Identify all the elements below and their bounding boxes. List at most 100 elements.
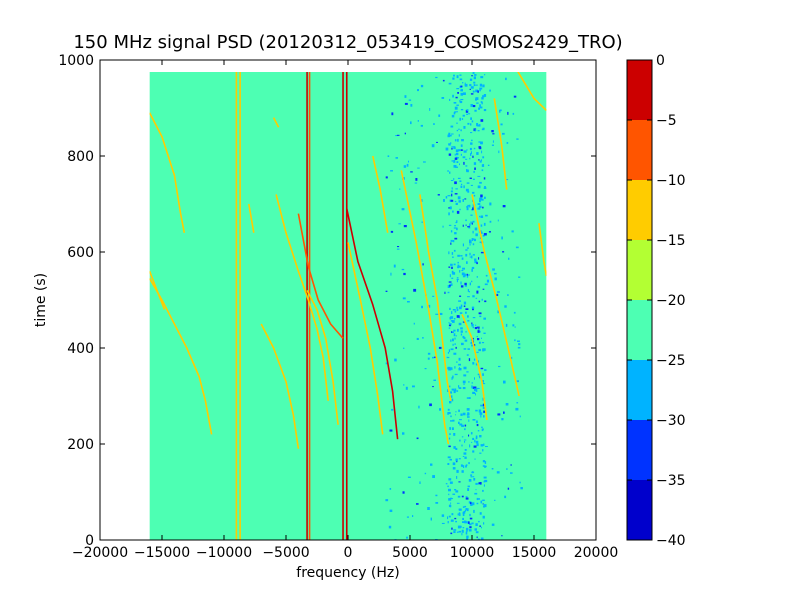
heatmap-background	[149, 72, 547, 540]
noise-speckle	[475, 531, 479, 534]
noise-speckle	[519, 415, 521, 418]
noise-speckle	[474, 260, 478, 264]
y-tick-label: 1000	[58, 53, 94, 69]
noise-speckle	[485, 465, 487, 468]
noise-speckle	[456, 390, 459, 392]
noise-speckle	[454, 139, 457, 142]
noise-speckle	[459, 208, 461, 211]
noise-speckle	[435, 494, 438, 497]
noise-speckle	[475, 363, 479, 366]
noise-speckle	[452, 320, 455, 323]
noise-speckle	[452, 462, 456, 466]
noise-speckle	[461, 342, 464, 346]
noise-speckle	[454, 310, 457, 313]
noise-speckle	[479, 525, 481, 527]
noise-speckle	[459, 513, 461, 516]
noise-speckle	[474, 458, 476, 460]
noise-speckle	[467, 122, 470, 125]
noise-speckle	[475, 420, 478, 424]
noise-speckle	[462, 92, 466, 95]
noise-speckle	[456, 361, 458, 363]
noise-speckle	[497, 219, 499, 222]
noise-speckle	[478, 300, 481, 303]
noise-speckle	[465, 311, 467, 314]
noise-speckle	[464, 509, 466, 512]
noise-speckle	[456, 161, 459, 163]
noise-speckle	[448, 445, 451, 448]
noise-speckle	[453, 433, 456, 436]
noise-speckle	[497, 310, 500, 314]
noise-speckle	[454, 200, 457, 202]
noise-speckle	[463, 366, 467, 370]
noise-speckle	[484, 74, 486, 76]
noise-speckle	[475, 489, 477, 491]
doppler-trace	[347, 242, 384, 435]
noise-speckle	[458, 300, 461, 302]
noise-speckle	[479, 315, 482, 318]
noise-speckle	[461, 149, 464, 151]
noise-speckle	[449, 427, 451, 430]
doppler-trace	[306, 290, 339, 425]
colorbar-tick-label: −15	[656, 233, 686, 249]
noise-speckle	[475, 324, 477, 326]
noise-speckle	[463, 337, 466, 339]
x-tick-label: −5000	[262, 545, 309, 561]
noise-speckle	[462, 267, 465, 270]
noise-speckle	[513, 311, 516, 314]
noise-speckle	[465, 109, 469, 113]
colorbar-tick-label: −25	[656, 353, 686, 369]
noise-speckle	[469, 177, 472, 179]
noise-speckle	[468, 419, 470, 422]
noise-speckle	[474, 492, 478, 495]
noise-speckle	[433, 379, 436, 381]
doppler-trace	[275, 194, 329, 401]
noise-speckle	[417, 89, 419, 92]
noise-speckle	[459, 423, 463, 426]
noise-speckle	[451, 160, 453, 162]
noise-speckle	[474, 258, 477, 261]
colorbar-tick-label: −20	[656, 293, 686, 309]
noise-speckle	[463, 439, 467, 441]
noise-speckle	[458, 508, 462, 511]
noise-speckle	[476, 326, 480, 328]
noise-speckle	[460, 333, 463, 336]
noise-speckle	[465, 527, 469, 531]
noise-speckle	[502, 132, 505, 135]
noise-speckle	[458, 421, 460, 424]
noise-speckle	[472, 230, 474, 234]
noise-speckle	[450, 502, 452, 504]
noise-speckle	[466, 169, 468, 172]
noise-speckle	[469, 240, 472, 244]
noise-speckle	[431, 144, 435, 148]
noise-speckle	[436, 141, 438, 143]
noise-speckle	[473, 162, 477, 165]
noise-speckle	[455, 202, 458, 205]
noise-speckle	[463, 185, 465, 189]
y-axis-label: time (s)	[33, 273, 49, 327]
noise-speckle	[511, 356, 513, 360]
colorbar-segment	[627, 420, 652, 480]
noise-speckle	[481, 128, 485, 131]
noise-speckle	[471, 255, 473, 259]
noise-speckle	[435, 76, 438, 79]
chart-title: 150 MHz signal PSD (20120312_053419_COSM…	[73, 32, 622, 53]
noise-speckle	[471, 322, 473, 325]
noise-speckle	[464, 339, 468, 342]
noise-speckle	[453, 318, 456, 320]
noise-speckle	[450, 263, 453, 266]
noise-speckle	[452, 343, 454, 346]
x-tick-label: 20000	[574, 545, 619, 561]
noise-speckle	[458, 134, 460, 137]
x-tick-label: 15000	[512, 545, 557, 561]
colorbar-tick-label: −35	[656, 473, 686, 489]
noise-speckle	[399, 188, 401, 190]
noise-speckle	[451, 133, 454, 135]
noise-speckle	[478, 341, 481, 344]
noise-speckle	[448, 132, 451, 135]
noise-speckle	[458, 322, 462, 326]
noise-speckle	[468, 113, 471, 115]
doppler-trace	[149, 278, 213, 435]
doppler-trace	[419, 194, 452, 401]
noise-speckle	[450, 283, 453, 286]
noise-speckle	[473, 445, 477, 448]
